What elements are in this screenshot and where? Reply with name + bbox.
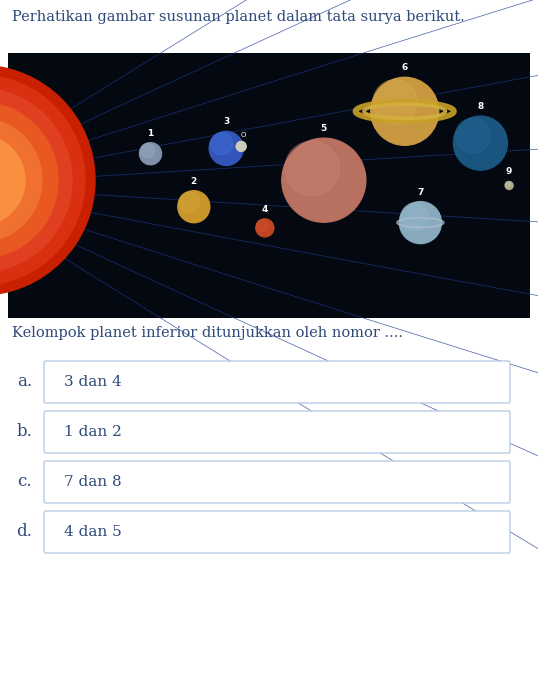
Circle shape [505,182,511,187]
Circle shape [0,136,25,225]
Circle shape [139,142,161,164]
Circle shape [373,80,417,124]
Text: 2: 2 [190,177,197,186]
Text: d.: d. [16,524,32,541]
Text: O: O [240,132,246,138]
Text: 8: 8 [477,102,484,111]
Circle shape [371,77,438,145]
Circle shape [0,65,95,295]
FancyBboxPatch shape [44,461,510,503]
Circle shape [179,192,200,213]
Circle shape [0,75,85,286]
FancyBboxPatch shape [44,361,510,403]
Text: 6: 6 [401,63,408,72]
Text: 1 dan 2: 1 dan 2 [64,425,122,439]
Circle shape [210,133,232,155]
Circle shape [0,88,72,272]
Text: 4 dan 5: 4 dan 5 [64,525,122,539]
Circle shape [399,202,441,244]
Bar [8,53,530,318]
Text: b.: b. [16,424,32,440]
Text: 1: 1 [147,129,154,138]
Circle shape [282,138,366,222]
Circle shape [236,142,246,151]
Text: Kelompok planet inferior ditunjukkan oleh nomor ....: Kelompok planet inferior ditunjukkan ole… [12,326,403,340]
Circle shape [257,219,268,231]
Text: a.: a. [17,374,32,391]
FancyBboxPatch shape [44,411,510,453]
Circle shape [401,203,428,230]
Circle shape [209,131,243,165]
Text: c.: c. [17,473,32,491]
Text: 7: 7 [417,188,423,197]
Circle shape [285,141,339,196]
Circle shape [454,116,507,170]
Circle shape [256,219,274,237]
Text: 7 dan 8: 7 dan 8 [64,475,122,489]
Text: 3 dan 4: 3 dan 4 [64,375,122,389]
Text: Perhatikan gambar susunan planet dalam tata surya berikut.: Perhatikan gambar susunan planet dalam t… [12,10,465,24]
Text: 9: 9 [506,167,512,177]
Circle shape [0,118,42,242]
Text: 3: 3 [223,118,229,127]
FancyBboxPatch shape [44,511,510,553]
Text: 5: 5 [321,125,327,133]
Circle shape [178,191,210,223]
Text: 4: 4 [261,205,268,214]
Circle shape [140,144,154,158]
Circle shape [455,118,491,153]
Circle shape [0,103,58,258]
Circle shape [505,182,513,189]
